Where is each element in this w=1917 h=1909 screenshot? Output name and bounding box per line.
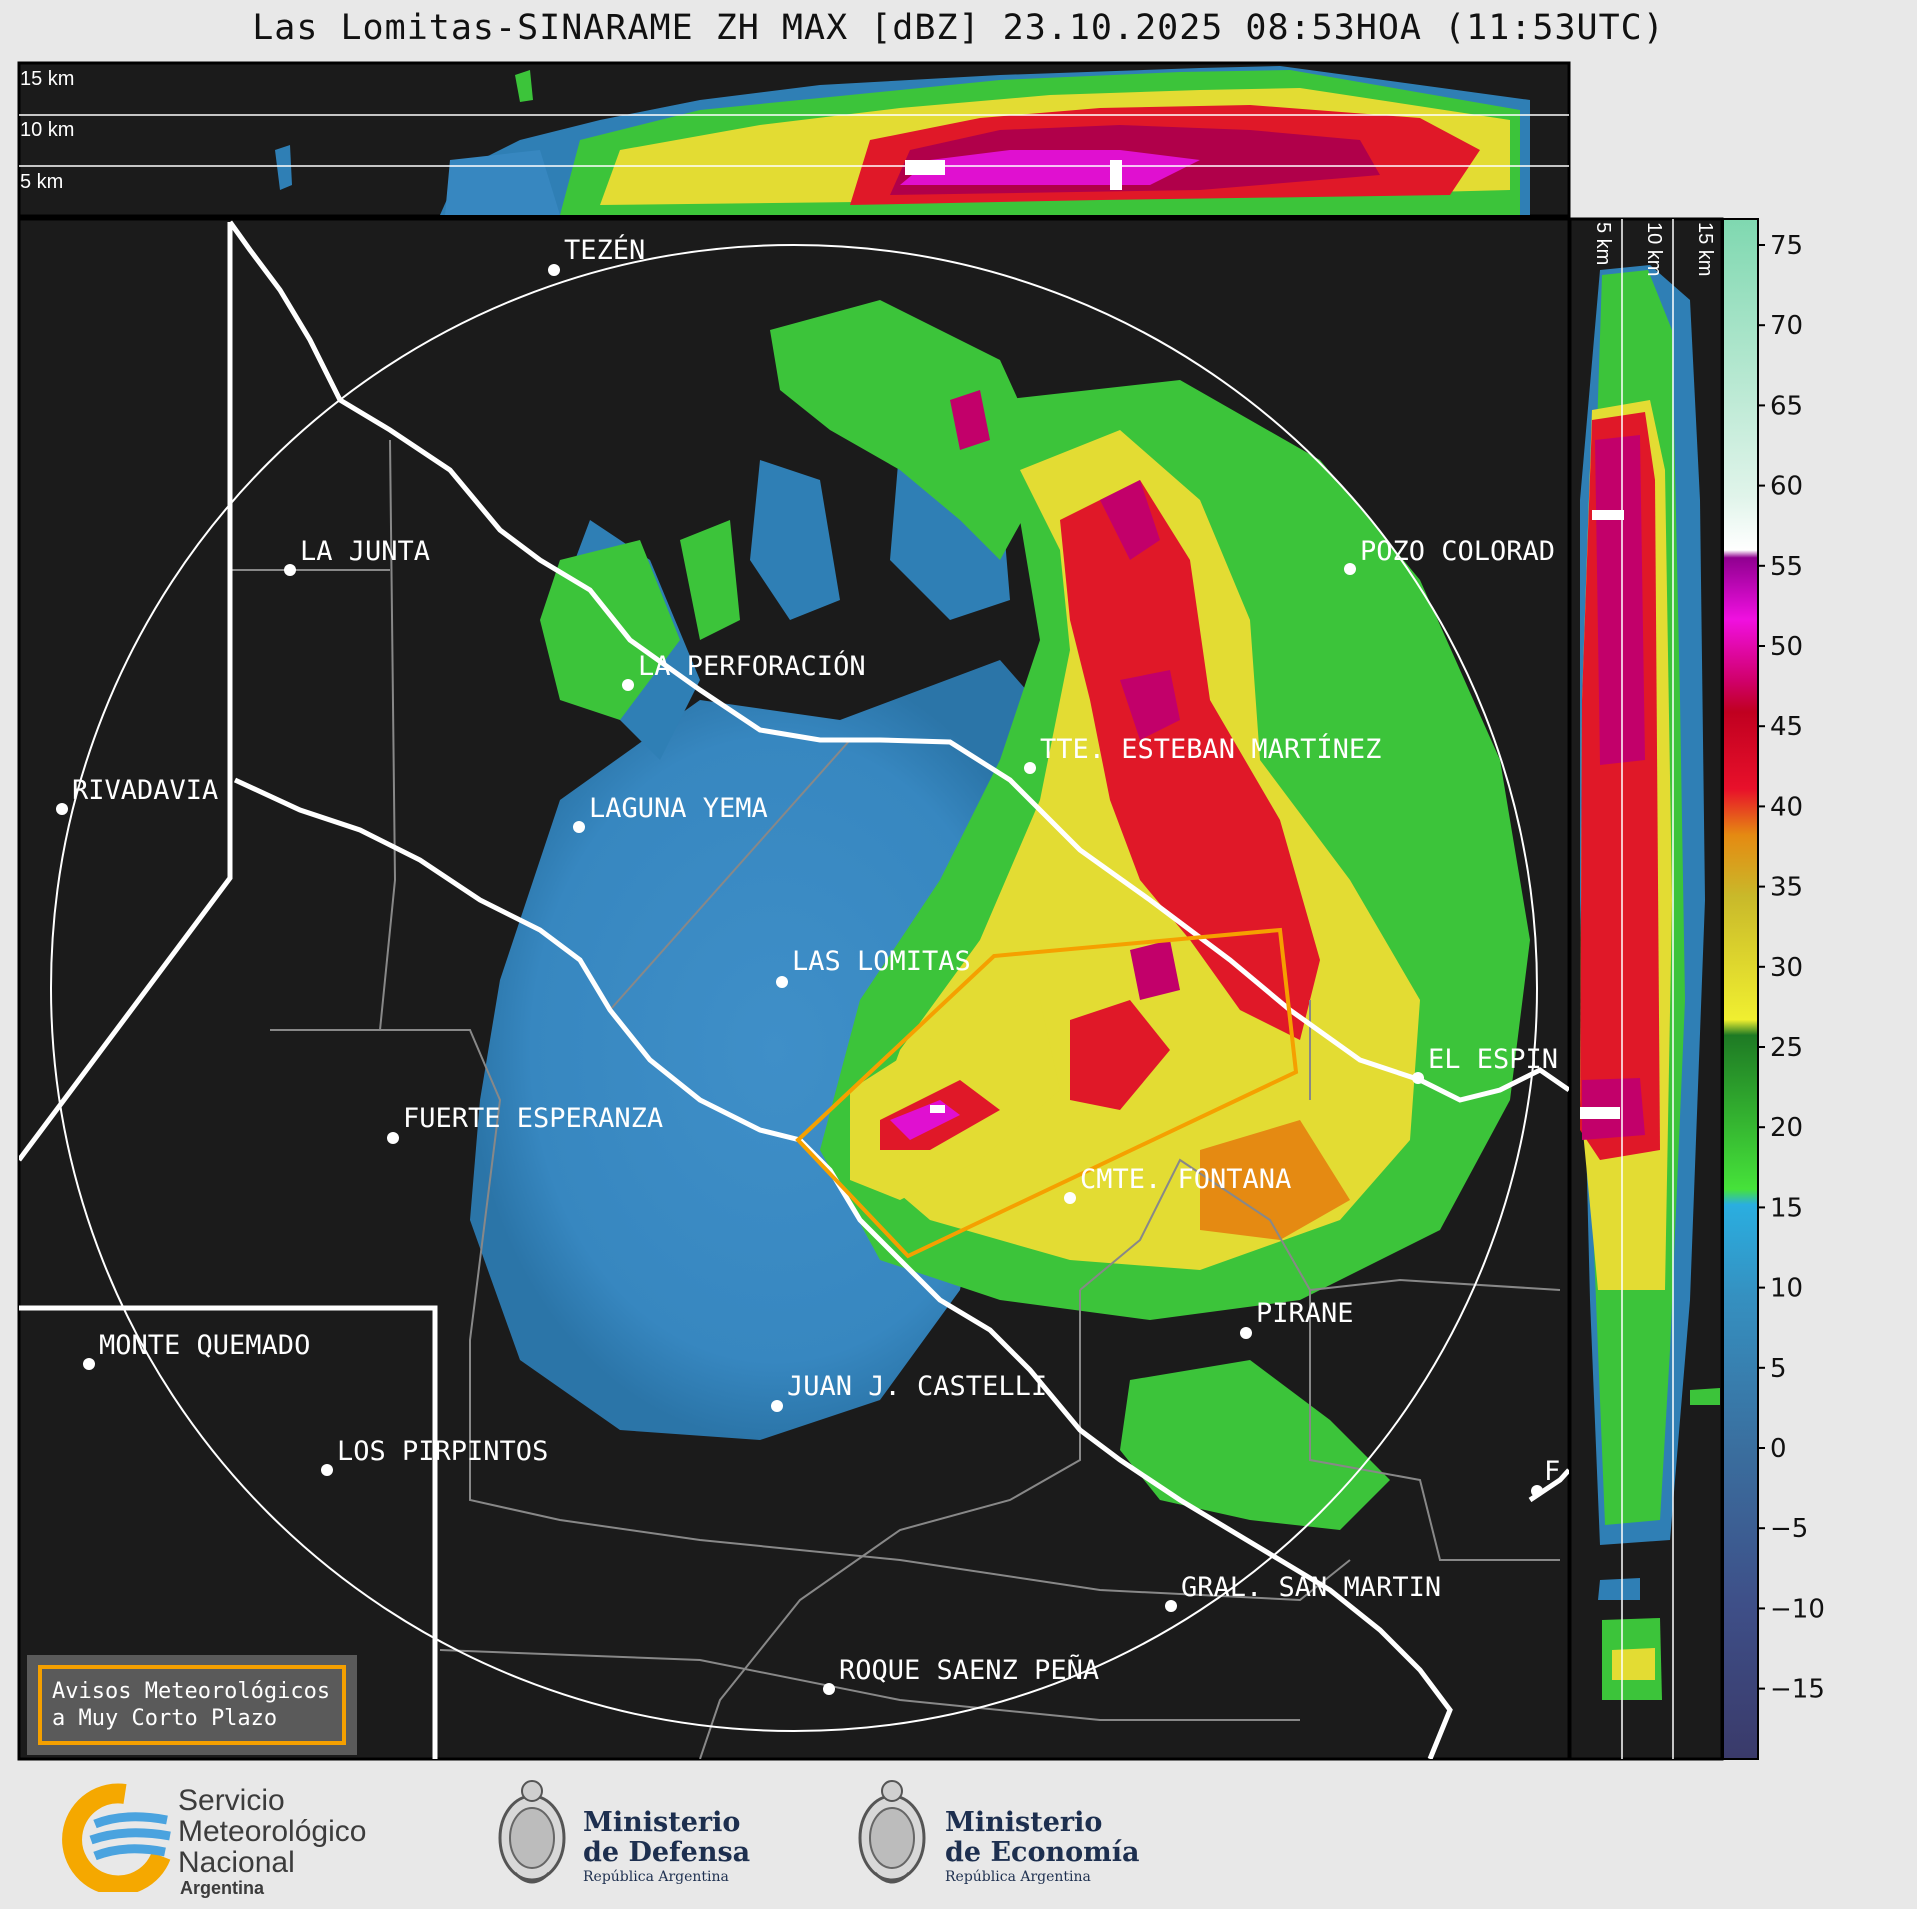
defensa-line: Ministerio <box>583 1807 741 1838</box>
chart-title: Las Lomitas-SINARAME ZH MAX [dBZ] 23.10.… <box>252 8 1665 48</box>
top-altitude-label: 5 km <box>20 171 63 193</box>
colorbar-tick-label: −10 <box>1770 1594 1825 1624</box>
colorbar-tick-label: 35 <box>1770 873 1803 903</box>
place-dot <box>1064 1192 1076 1204</box>
place-dot <box>823 1683 835 1695</box>
place-label-pirane: PIRANE <box>1256 1298 1354 1329</box>
economia-line: Ministerio <box>945 1807 1103 1838</box>
place-label-la-perforacion: LA PERFORACIÓN <box>638 650 866 682</box>
side-altitude-label: 5 km <box>1592 222 1614 265</box>
place-dot <box>56 803 68 815</box>
smn-line: Servicio <box>178 1784 285 1817</box>
place-dot <box>1412 1072 1424 1084</box>
side-altitude-label: 15 km <box>1694 222 1716 276</box>
top-altitude-label: 15 km <box>20 68 74 90</box>
place-label-cmte-fontana: CMTE. FONTANA <box>1080 1164 1291 1195</box>
place-dot <box>573 821 585 833</box>
place-label-rivadavia: RIVADAVIA <box>72 775 218 806</box>
colorbar-tick-label: −5 <box>1770 1514 1808 1544</box>
warning-box-line: Avisos Meteorológicos <box>52 1679 330 1704</box>
top-altitude-label: 10 km <box>20 119 74 141</box>
colorbar-tick-label: 75 <box>1770 231 1803 261</box>
top-cross-section: 15 km 10 km 5 km <box>17 61 1571 218</box>
place-label-laguna-yema: LAGUNA YEMA <box>589 793 768 824</box>
colorbar-tick-label: 40 <box>1770 792 1803 822</box>
colorbar-tick-label: 30 <box>1770 953 1803 983</box>
place-dot <box>83 1358 95 1370</box>
colorbar-tick-label: 65 <box>1770 391 1803 421</box>
smn-line: Nacional <box>178 1846 295 1879</box>
place-dot <box>622 679 634 691</box>
place-label-tte-esteban-martinez: TTE. ESTEBAN MARTÍNEZ <box>1040 733 1381 765</box>
place-label-monte-quemado: MONTE QUEMADO <box>99 1330 310 1361</box>
boundaries <box>19 220 1569 1759</box>
colorbar-tick-label: 55 <box>1770 552 1803 582</box>
place-dot <box>284 564 296 576</box>
warning-box-line: a Muy Corto Plazo <box>52 1706 277 1731</box>
colorbar-tick-label: 5 <box>1770 1354 1787 1384</box>
place-dot <box>1024 762 1036 774</box>
place-label-edge: F <box>1544 1456 1560 1487</box>
place-dot <box>1531 1485 1543 1497</box>
place-label-gral-san-martin: GRAL. SAN MARTIN <box>1181 1572 1441 1603</box>
warning-polygon <box>795 927 1299 1259</box>
smn-line: Meteorológico <box>178 1815 367 1848</box>
place-dot <box>771 1400 783 1412</box>
place-label-roque-saenz-pena: ROQUE SAENZ PEÑA <box>839 1654 1099 1686</box>
colorbar-tick-label: 20 <box>1770 1113 1803 1143</box>
economia-seal-icon <box>858 1780 926 1884</box>
place-label-tezen: TEZÉN <box>564 234 645 266</box>
economia-logo-text: Ministerio de Economía República Argenti… <box>945 1808 1139 1886</box>
defensa-seal-icon <box>498 1780 566 1884</box>
place-dot <box>1344 563 1356 575</box>
place-label-juan-j-castelli: JUAN J. CASTELLI <box>787 1371 1047 1402</box>
place-label-el-espin: EL ESPIN <box>1428 1044 1558 1075</box>
place-dot <box>387 1132 399 1144</box>
place-label-las-lomitas: LAS LOMITAS <box>792 946 971 977</box>
colorbar-tick-label: 50 <box>1770 632 1803 662</box>
place-label-la-junta: LA JUNTA <box>300 536 430 567</box>
smn-logo-icon <box>62 1783 171 1892</box>
economia-line: de Economía <box>945 1837 1140 1868</box>
place-label-fuerte-esperanza: FUERTE ESPERANZA <box>403 1103 663 1134</box>
defensa-logo-text: Ministerio de Defensa República Argentin… <box>583 1808 750 1886</box>
place-dot <box>1240 1327 1252 1339</box>
colorbar-tick-label: 60 <box>1770 472 1803 502</box>
place-label-los-pirpintos: LOS PIRPINTOS <box>337 1436 548 1467</box>
range-ring <box>50 244 1538 1732</box>
place-labels: TEZÉN LA JUNTA POZO COLORAD LA PERFORACI… <box>56 234 1560 1695</box>
colorbar-tick-label: 10 <box>1770 1274 1803 1304</box>
place-label-pozo-colorado: POZO COLORAD <box>1360 536 1555 567</box>
defensa-line: de Defensa <box>583 1837 751 1868</box>
colorbar-tick-label: 15 <box>1770 1193 1803 1223</box>
economia-line: República Argentina <box>945 1869 1091 1885</box>
colorbar-tick-label: 25 <box>1770 1033 1803 1063</box>
smn-line: Argentina <box>180 1878 265 1898</box>
colorbar-tick-label: 0 <box>1770 1434 1787 1464</box>
side-cross-section: 5 km 10 km 15 km <box>1568 217 1724 1761</box>
smn-logo-text: Servicio Meteorológico Nacional Argentin… <box>178 1785 366 1898</box>
side-altitude-label: 10 km <box>1643 222 1665 276</box>
place-dot <box>776 976 788 988</box>
colorbar-tick-label: 45 <box>1770 712 1803 742</box>
colorbar-tick-label: 70 <box>1770 311 1803 341</box>
place-dot <box>1165 1600 1177 1612</box>
colorbar-tick-label: −15 <box>1770 1675 1825 1705</box>
radar-map: TEZÉN LA JUNTA POZO COLORAD LA PERFORACI… <box>17 217 1571 1761</box>
warning-box[interactable]: Avisos Meteorológicos a Muy Corto Plazo <box>27 1655 357 1755</box>
defensa-line: República Argentina <box>583 1869 729 1885</box>
place-dot <box>548 264 560 276</box>
place-dot <box>321 1464 333 1476</box>
